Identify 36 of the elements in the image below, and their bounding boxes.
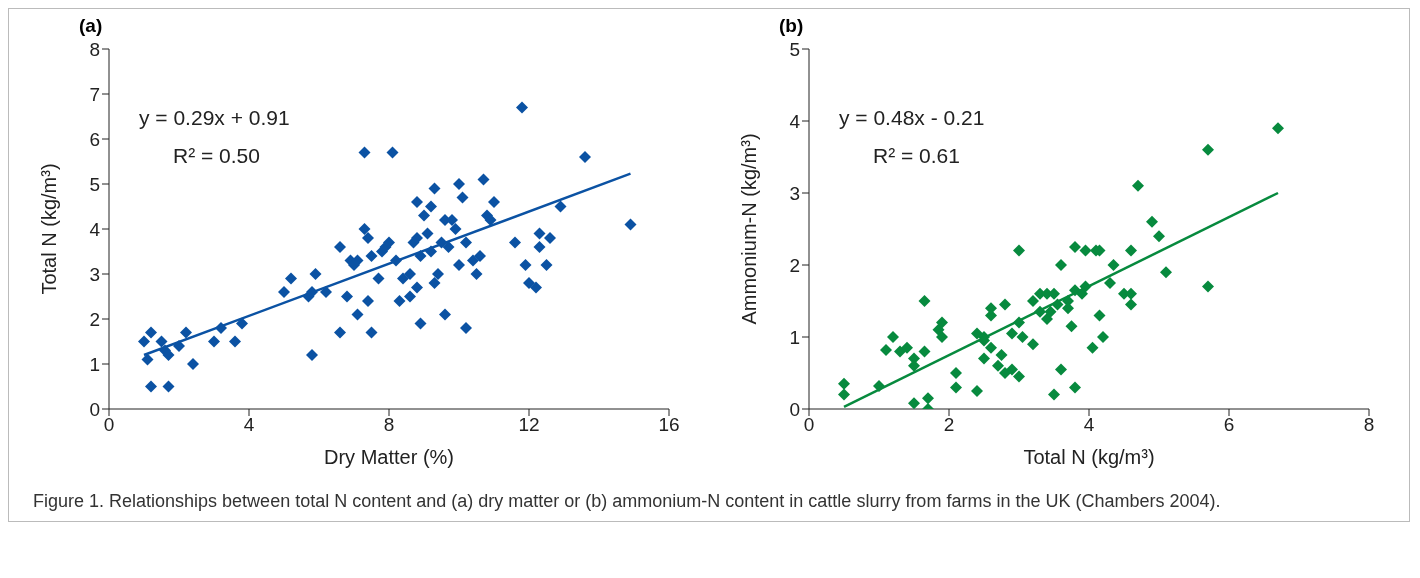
- annotation: R² = 0.61: [872, 143, 961, 169]
- y-tick-label: 2: [789, 254, 800, 276]
- x-tick-label: 0: [103, 414, 115, 436]
- y-tick-label: 1: [789, 326, 800, 348]
- y-tick-label: 4: [89, 218, 101, 240]
- x-tick-label: 8: [1363, 414, 1375, 436]
- y-tick-label: 2: [89, 308, 100, 330]
- x-tick-label: 16: [658, 414, 680, 436]
- x-axis-title: Total N (kg/m³): [1023, 446, 1155, 468]
- x-axis-title: Dry Matter (%): [324, 446, 454, 468]
- x-tick-label: 0: [803, 414, 815, 436]
- y-tick-label: 5: [789, 38, 800, 60]
- x-tick-label: 12: [518, 414, 540, 436]
- y-tick-label: 1: [89, 353, 100, 375]
- chart-title: (a): [79, 15, 103, 37]
- x-tick-label: 2: [943, 414, 955, 436]
- y-axis-title: Total N (kg/m³): [38, 163, 61, 295]
- y-tick-label: 6: [89, 128, 100, 150]
- y-tick-label: 3: [789, 182, 800, 204]
- annotation: y = 0.48x - 0.21: [839, 105, 985, 131]
- x-tick-label: 6: [1223, 414, 1235, 436]
- y-tick-label: 5: [89, 173, 100, 195]
- caption: Figure 1. Relationships between total N content and (a) dry matter or (b) ammonium-N content in cattle slurry from farms in the UK (Chambers 2004).: [32, 490, 1222, 513]
- x-tick-label: 4: [243, 414, 255, 436]
- y-tick-label: 0: [789, 398, 800, 420]
- y-axis-title: Ammonium-N (kg/m³): [738, 133, 761, 325]
- y-tick-label: 4: [789, 110, 801, 132]
- y-tick-label: 8: [89, 38, 100, 60]
- y-tick-label: 3: [89, 263, 100, 285]
- x-tick-label: 8: [383, 414, 395, 436]
- y-tick-label: 0: [89, 398, 100, 420]
- annotation: y = 0.29x + 0.91: [139, 105, 290, 131]
- chart-title: (b): [779, 15, 804, 37]
- x-tick-label: 4: [1083, 414, 1095, 436]
- y-tick-label: 7: [89, 83, 100, 105]
- annotation: R² = 0.50: [172, 143, 261, 169]
